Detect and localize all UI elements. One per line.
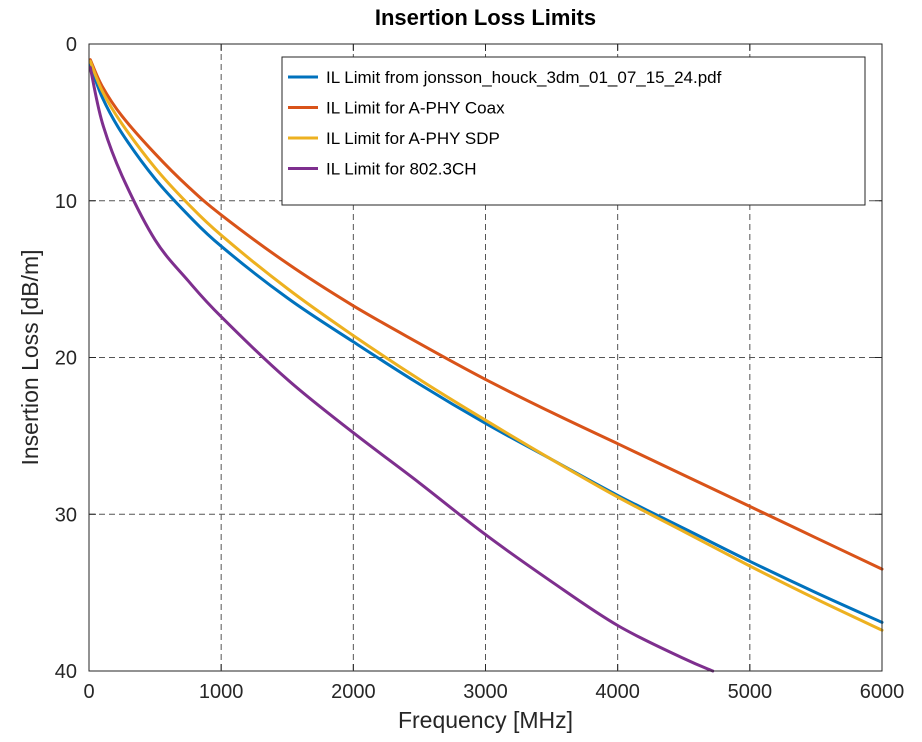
series-line-1 — [88, 62, 884, 624]
legend-label-3: IL Limit for A-PHY SDP — [326, 129, 500, 148]
legend-label-1: IL Limit from jonsson_houck_3dm_01_07_15… — [326, 68, 722, 87]
x-tick-label: 6000 — [860, 681, 905, 703]
y-tick-label: 40 — [55, 661, 77, 683]
y-tick-labels: 0 10 20 30 40 — [55, 34, 77, 683]
series-line-3 — [88, 59, 884, 632]
chart-title: Insertion Loss Limits — [375, 5, 596, 30]
legend: IL Limit from jonsson_houck_3dm_01_07_15… — [281, 56, 866, 206]
y-tick-label: 30 — [55, 504, 77, 526]
y-axis-label: Insertion Loss [dB/m] — [17, 249, 43, 465]
x-tick-label: 0 — [83, 681, 94, 703]
legend-box — [281, 56, 866, 206]
series-line-4 — [88, 66, 715, 673]
y-tick-label: 20 — [55, 348, 77, 370]
series-lines — [88, 58, 884, 673]
x-tick-label: 3000 — [463, 681, 508, 703]
x-tick-label: 2000 — [331, 681, 376, 703]
legend-label-2: IL Limit for A-PHY Coax — [326, 99, 505, 118]
y-tick-label: 0 — [66, 34, 77, 56]
x-tick-label: 1000 — [199, 681, 244, 703]
y-tick-label: 10 — [55, 191, 77, 213]
x-tick-labels: 0 1000 2000 3000 4000 5000 6000 — [83, 681, 904, 703]
x-tick-label: 5000 — [728, 681, 773, 703]
series-line-2 — [88, 58, 884, 571]
x-tick-label: 4000 — [595, 681, 640, 703]
plot-border — [88, 43, 883, 672]
legend-label-4: IL Limit for 802.3CH — [326, 160, 477, 179]
x-axis-label: Frequency [MHz] — [398, 707, 573, 733]
